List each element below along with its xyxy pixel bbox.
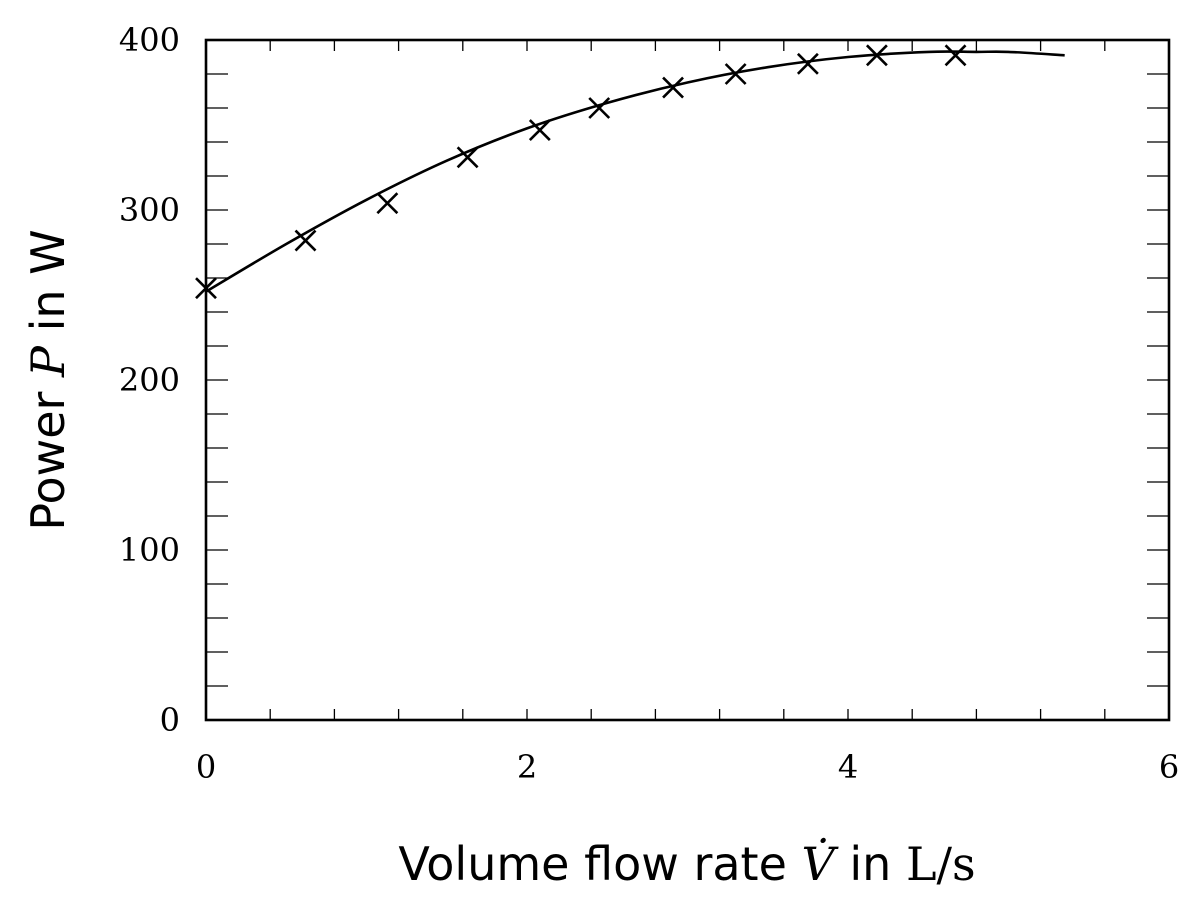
marker-stroke <box>195 277 217 300</box>
data-point-marker <box>376 192 399 215</box>
y-axis-symbol: P <box>21 345 75 378</box>
marker-stroke <box>944 44 967 67</box>
x-tick-label: 6 <box>1159 748 1179 786</box>
data-point-marker <box>944 44 967 67</box>
plot-frame <box>204 38 1171 722</box>
marker-stroke <box>865 44 888 67</box>
marker-stroke <box>528 119 551 142</box>
x-tick-label: 4 <box>838 748 858 786</box>
marker-stroke <box>796 52 819 75</box>
marker-stroke <box>662 76 684 99</box>
y-tick-label: 400 <box>119 21 180 59</box>
y-axis-title-prefix: Power <box>21 377 75 531</box>
data-point-marker <box>865 44 888 67</box>
marker-stroke <box>294 229 317 252</box>
data-markers <box>195 44 967 300</box>
marker-stroke <box>376 192 399 215</box>
x-axis-title-middle: in <box>835 837 906 891</box>
y-axis-title: Power P in W <box>21 229 75 530</box>
marker-stroke <box>456 146 479 169</box>
fit-curve <box>205 50 1065 293</box>
plot-area <box>204 38 1171 722</box>
x-axis-title: Volume flow rate V̇ in L/s <box>398 837 975 891</box>
data-point-marker <box>796 52 819 75</box>
x-axis-title-prefix: Volume flow rate <box>398 837 801 891</box>
data-point-marker <box>195 277 217 300</box>
tick-labels: 0 2 4 6 0 100 200 300 400 <box>119 21 1179 786</box>
marker-stroke <box>724 63 747 85</box>
y-tick-label: 200 <box>119 361 180 399</box>
data-point-marker <box>528 119 551 142</box>
x-axis-symbol: V̇ <box>802 837 840 891</box>
y-tick-label: 0 <box>160 701 180 739</box>
marker-stroke <box>588 97 611 119</box>
y-tick-label: 300 <box>119 191 180 229</box>
x-tick-label: 2 <box>517 748 537 786</box>
data-point-marker <box>588 97 611 119</box>
fit-curve-layer <box>205 50 1065 293</box>
data-point-marker <box>456 146 479 169</box>
y-tick-label: 100 <box>119 531 180 569</box>
x-axis-unit: L/s <box>906 837 976 891</box>
minor-ticks <box>206 40 1169 720</box>
data-point-marker <box>724 63 747 85</box>
data-point-marker <box>662 76 684 99</box>
data-point-marker <box>294 229 317 252</box>
y-axis-title-suffix: in W <box>21 229 75 346</box>
x-tick-label: 0 <box>196 748 216 786</box>
